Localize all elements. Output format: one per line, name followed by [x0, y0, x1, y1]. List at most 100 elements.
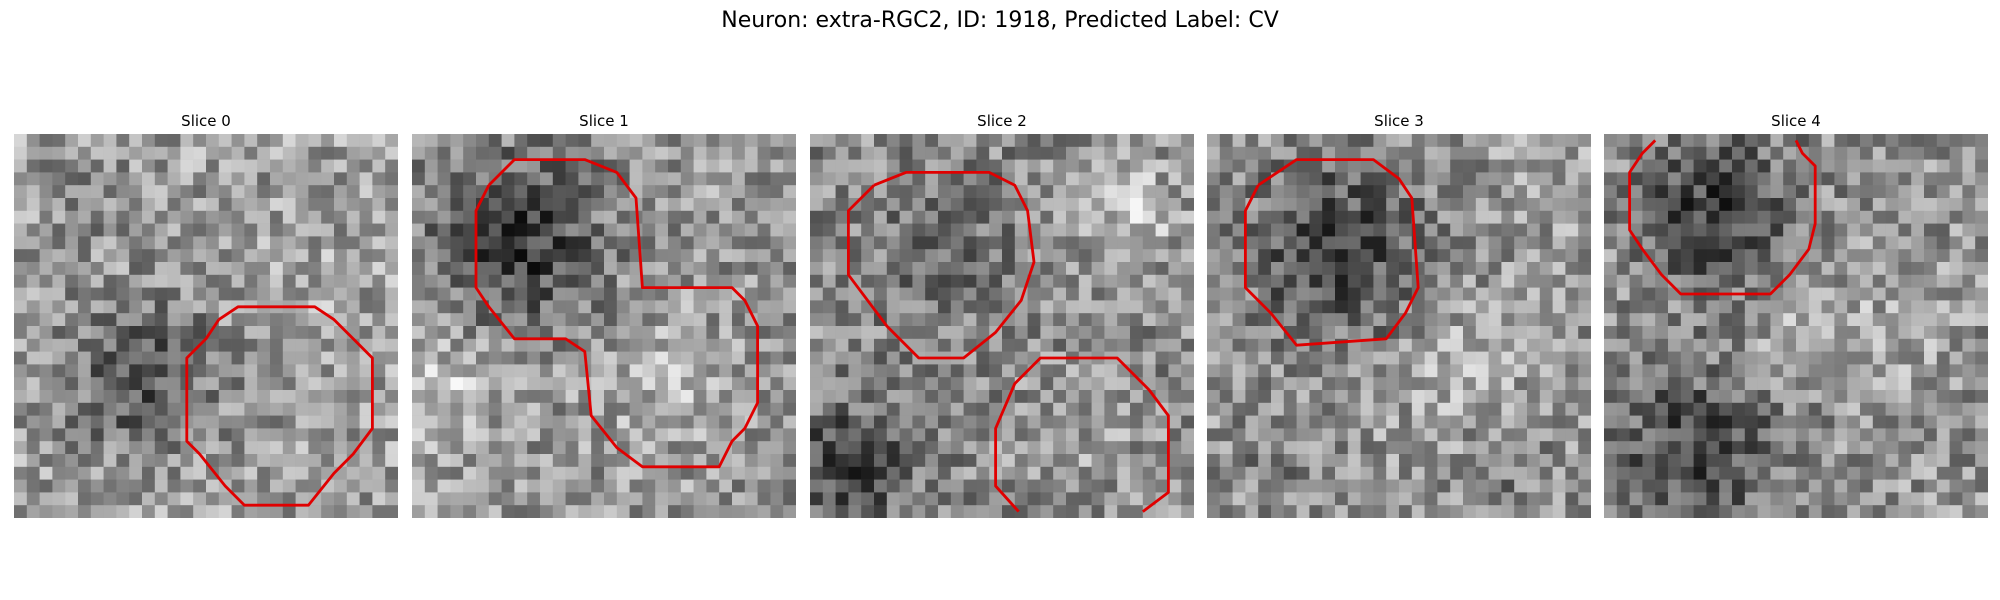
pixel [359, 185, 373, 199]
pixel [1604, 466, 1618, 480]
pixel [1283, 313, 1297, 327]
pixel [1066, 210, 1080, 224]
pixel [1796, 172, 1810, 186]
pixel [1642, 364, 1656, 378]
pixel [642, 300, 656, 314]
pixel [1232, 172, 1246, 186]
pixel [719, 505, 733, 518]
pixel [1360, 287, 1374, 301]
pixel [1155, 249, 1169, 263]
pixel [385, 466, 398, 480]
pixel [591, 479, 605, 493]
pixel [1360, 454, 1374, 468]
pixel [1501, 338, 1515, 352]
pixel [1719, 313, 1733, 327]
pixel [1783, 172, 1797, 186]
pixel [1808, 364, 1822, 378]
pixel [1962, 428, 1976, 442]
pixel [488, 313, 502, 327]
pixel [1104, 364, 1118, 378]
pixel [450, 351, 464, 365]
pixel [154, 146, 168, 160]
pixel [655, 287, 669, 301]
pixel [1949, 492, 1963, 506]
pixel [1360, 466, 1374, 480]
pixel [706, 454, 720, 468]
pixel [193, 172, 207, 186]
pixel [14, 313, 28, 327]
pixel [770, 172, 784, 186]
pixel [1219, 364, 1233, 378]
pixel [167, 134, 181, 148]
pixel [732, 146, 746, 160]
pixel [1283, 479, 1297, 493]
pixel [167, 159, 181, 173]
pixel [1463, 326, 1477, 340]
pixel [412, 338, 426, 352]
pixel [861, 402, 875, 416]
pixel [1616, 428, 1630, 442]
pixel [1860, 274, 1874, 288]
pixel [668, 390, 682, 404]
pixel [950, 262, 964, 276]
pixel [193, 249, 207, 263]
pixel [514, 428, 528, 442]
pixel [1668, 466, 1682, 480]
pixel [1373, 492, 1387, 506]
pixel [604, 364, 618, 378]
pixel [1860, 134, 1874, 148]
pixel [78, 313, 92, 327]
pixel [1078, 402, 1092, 416]
pixel [1386, 454, 1400, 468]
pixel [1399, 492, 1413, 506]
pixel [629, 351, 643, 365]
pixel [1437, 428, 1451, 442]
pixel [1258, 454, 1272, 468]
pixel [1949, 454, 1963, 468]
pixel [744, 134, 758, 148]
pixel [1463, 146, 1477, 160]
pixel [1680, 300, 1694, 314]
pixel [346, 262, 360, 276]
pixel [308, 505, 322, 518]
pixel [476, 274, 490, 288]
pixel [1668, 313, 1682, 327]
pixel [1578, 274, 1591, 288]
pixel [90, 505, 104, 518]
pixel [835, 172, 849, 186]
pixel [886, 249, 900, 263]
pixel [770, 441, 784, 455]
pixel [1027, 146, 1041, 160]
pixel [616, 210, 630, 224]
pixel [1309, 402, 1323, 416]
pixel [1898, 198, 1912, 212]
pixel [744, 428, 758, 442]
pixel [1539, 313, 1553, 327]
pixel [757, 454, 771, 468]
pixel [1130, 210, 1144, 224]
pixel [1604, 415, 1618, 429]
pixel [14, 223, 28, 237]
pixel [1834, 441, 1848, 455]
pixel [116, 390, 130, 404]
pixel [565, 300, 579, 314]
pixel [1091, 415, 1105, 429]
pixel [680, 415, 694, 429]
pixel [437, 262, 451, 276]
pixel [282, 198, 296, 212]
pixel [1860, 210, 1874, 224]
pixel [616, 402, 630, 416]
pixel [129, 338, 143, 352]
slice-image-1 [412, 134, 796, 518]
pixel [116, 146, 130, 160]
pixel [1335, 364, 1349, 378]
pixel [282, 146, 296, 160]
pixel [1514, 274, 1528, 288]
pixel [744, 377, 758, 391]
pixel [1898, 236, 1912, 250]
pixel [26, 454, 40, 468]
pixel [925, 210, 939, 224]
pixel [706, 313, 720, 327]
pixel [424, 146, 438, 160]
pixel [1450, 223, 1464, 237]
